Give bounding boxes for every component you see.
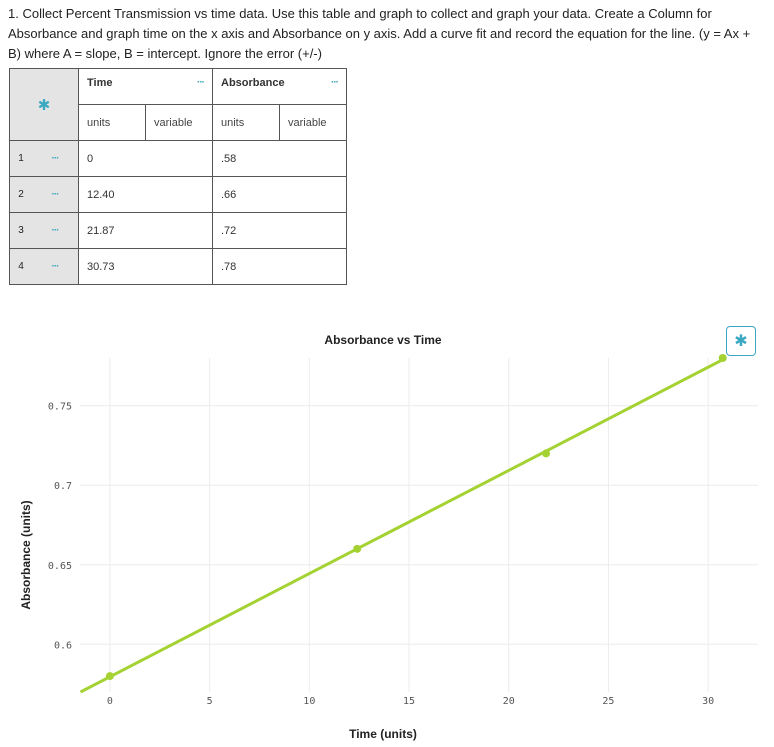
- data-point: [542, 449, 551, 458]
- more-dots-icon[interactable]: ···: [51, 153, 60, 164]
- row-label[interactable]: 1 ···: [9, 140, 79, 177]
- column-name-time[interactable]: Time: [87, 77, 113, 89]
- data-point: [353, 544, 362, 553]
- chart-title: Absorbance vs Time: [324, 333, 441, 347]
- fit-line: [79, 356, 727, 694]
- absorbance-cell[interactable]: .78: [212, 248, 347, 285]
- row-label[interactable]: 3 ···: [9, 212, 79, 249]
- time-cell[interactable]: 21.87: [78, 212, 213, 249]
- y-tick-label: 0.75: [48, 402, 72, 413]
- column-header-absorbance[interactable]: Absorbance ···: [212, 68, 347, 105]
- absorbance-cell[interactable]: .58: [212, 140, 347, 177]
- x-tick-label: 30: [702, 696, 714, 707]
- row-label[interactable]: 2 ···: [9, 176, 79, 213]
- x-tick-label: 20: [503, 696, 515, 707]
- x-tick-label: 15: [403, 696, 415, 707]
- column-header-time[interactable]: Time ···: [78, 68, 213, 105]
- data-point: [718, 354, 727, 362]
- row-label[interactable]: 4 ···: [9, 248, 79, 285]
- more-dots-icon[interactable]: ···: [51, 189, 60, 200]
- absorbance-variable-field[interactable]: variable: [279, 104, 347, 141]
- time-cell[interactable]: 12.40: [78, 176, 213, 213]
- x-tick-label: 5: [207, 696, 213, 707]
- gear-icon[interactable]: ✱: [37, 96, 51, 114]
- more-dots-icon[interactable]: ···: [51, 261, 60, 272]
- y-tick-label: 0.6: [54, 640, 72, 651]
- table-row: 3 ··· 21.87 .72: [9, 212, 347, 249]
- instructions-text: 1. Collect Percent Transmission vs time …: [8, 6, 751, 61]
- data-point: [105, 672, 114, 681]
- x-tick-label: 25: [602, 696, 614, 707]
- time-units-field[interactable]: units: [78, 104, 146, 141]
- x-axis-label: Time (units): [349, 727, 417, 741]
- row-number: 1: [18, 153, 24, 164]
- time-cell[interactable]: 0: [78, 140, 213, 177]
- y-tick-label: 0.7: [54, 481, 72, 492]
- x-tick-label: 0: [107, 696, 113, 707]
- chart-settings-button[interactable]: ✱: [726, 326, 756, 356]
- more-dots-icon[interactable]: ···: [197, 77, 205, 88]
- time-cell[interactable]: 30.73: [78, 248, 213, 285]
- column-name-absorbance[interactable]: Absorbance: [221, 77, 285, 89]
- table-row: 2 ··· 12.40 .66: [9, 176, 347, 213]
- absorbance-cell[interactable]: .66: [212, 176, 347, 213]
- x-tick-label: 10: [303, 696, 315, 707]
- data-table: ✱ Time ··· Absorbance ··· units variable…: [9, 68, 347, 285]
- table-row: 4 ··· 30.73 .78: [9, 248, 347, 285]
- gear-icon: ✱: [734, 333, 748, 350]
- absorbance-units-field[interactable]: units: [212, 104, 280, 141]
- row-number: 3: [18, 225, 24, 236]
- table-settings-cell[interactable]: ✱: [9, 68, 79, 141]
- instructions: 1. Collect Percent Transmission vs time …: [8, 4, 760, 64]
- y-axis-label: Absorbance (units): [19, 500, 33, 609]
- absorbance-chart: 0 5 10 15 20 25 30 0.6 0.65 0.7 0.75 Absorbance vs …: [19, 333, 758, 741]
- absorbance-cell[interactable]: .72: [212, 212, 347, 249]
- more-dots-icon[interactable]: ···: [331, 77, 339, 88]
- table-row: 1 ··· 0 .58: [9, 140, 347, 177]
- row-number: 2: [18, 189, 24, 200]
- more-dots-icon[interactable]: ···: [51, 225, 60, 236]
- y-tick-label: 0.65: [48, 561, 72, 572]
- time-variable-field[interactable]: variable: [145, 104, 213, 141]
- row-number: 4: [18, 261, 24, 272]
